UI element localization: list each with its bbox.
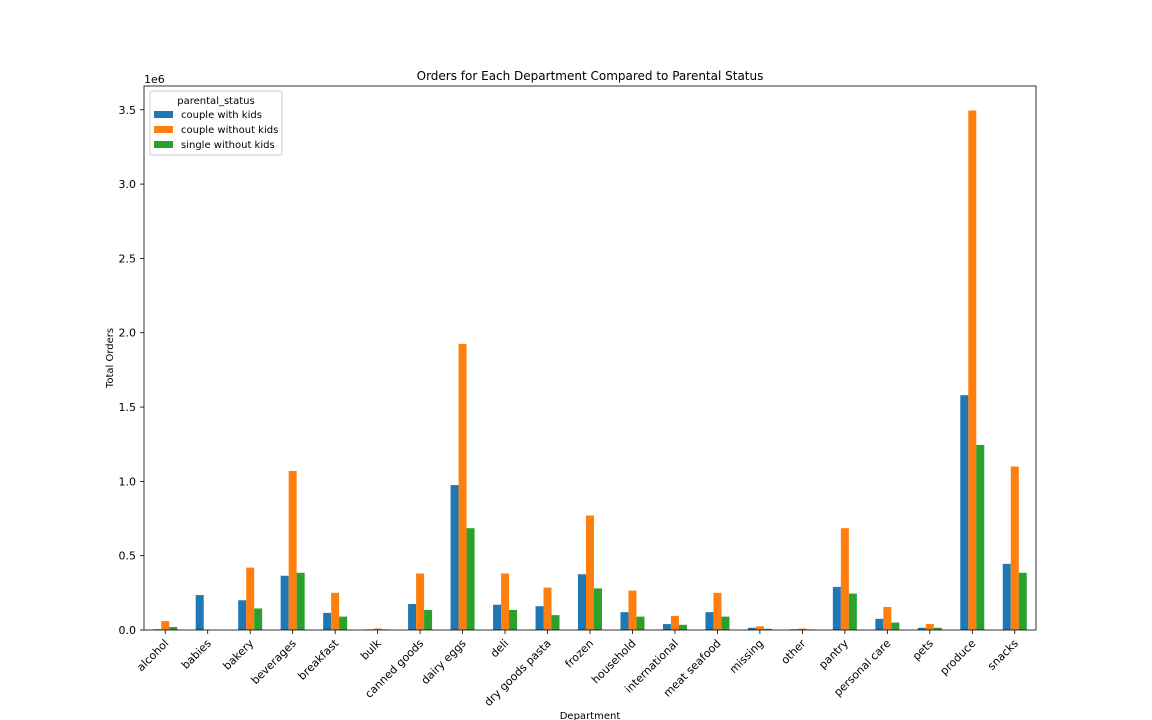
bar-household-couple-with-kids xyxy=(620,612,629,630)
legend-title: parental_status xyxy=(177,96,254,107)
bar-dairy-eggs-couple-with-kids xyxy=(450,485,459,630)
bars-group xyxy=(153,110,1027,630)
x-tick-label: bulk xyxy=(358,636,384,662)
bar-alcohol-single-without-kids xyxy=(169,627,178,630)
x-tick-label: snacks xyxy=(985,637,1021,673)
x-tick-label: dairy eggs xyxy=(419,637,469,687)
bar-pantry-single-without-kids xyxy=(848,593,857,630)
y-tick-label: 0.0 xyxy=(119,624,137,637)
x-tick-label: babies xyxy=(179,637,214,672)
bar-produce-single-without-kids xyxy=(976,444,985,630)
chart-title: Orders for Each Department Compared to P… xyxy=(417,69,764,83)
legend-entry-couple-with-kids: couple with kids xyxy=(181,110,262,121)
bar-deli-couple-without-kids xyxy=(501,573,510,630)
x-tick-label: deli xyxy=(488,637,511,660)
bar-frozen-couple-without-kids xyxy=(586,515,594,630)
bar-breakfast-couple-with-kids xyxy=(323,612,332,630)
legend-entry-single-without-kids: single without kids xyxy=(181,140,275,151)
bar-frozen-couple-with-kids xyxy=(578,574,586,630)
bar-pets-single-without-kids xyxy=(933,627,942,630)
bar-alcohol-couple-without-kids xyxy=(161,621,170,630)
x-tick-label: alcohol xyxy=(134,637,171,674)
bar-dry-goods-pasta-single-without-kids xyxy=(551,615,560,630)
bar-canned-goods-couple-without-kids xyxy=(416,573,425,630)
bar-snacks-single-without-kids xyxy=(1018,572,1027,630)
bar-missing-single-without-kids xyxy=(763,628,772,630)
bar-international-couple-without-kids xyxy=(670,615,679,630)
bar-bulk-couple-without-kids xyxy=(373,628,382,630)
bar-pets-couple-without-kids xyxy=(925,624,934,630)
bar-frozen-single-without-kids xyxy=(594,588,602,630)
bar-bakery-couple-without-kids xyxy=(246,567,255,630)
bar-meat-seafood-single-without-kids xyxy=(721,616,730,630)
legend-swatch-single-without-kids xyxy=(154,141,173,148)
legend-swatch-couple-without-kids xyxy=(154,126,173,133)
x-tick-label: bakery xyxy=(221,637,257,673)
bar-beverages-couple-with-kids xyxy=(280,575,289,630)
x-tick-label: missing xyxy=(727,637,766,676)
bar-other-couple-without-kids xyxy=(798,628,807,630)
bar-dairy-eggs-single-without-kids xyxy=(466,528,475,630)
bar-beverages-single-without-kids xyxy=(296,572,305,630)
bar-meat-seafood-couple-with-kids xyxy=(705,612,714,630)
bar-deli-couple-with-kids xyxy=(493,604,502,630)
bar-dairy-eggs-couple-without-kids xyxy=(458,343,467,630)
x-tick-label: frozen xyxy=(563,637,597,671)
bar-pets-couple-with-kids xyxy=(917,627,926,630)
bar-pantry-couple-with-kids xyxy=(832,586,841,630)
y-axis-label: Total Orders xyxy=(105,328,116,389)
y-tick-label: 1.0 xyxy=(119,475,137,488)
bar-produce-couple-with-kids xyxy=(960,395,969,630)
bar-deli-single-without-kids xyxy=(509,609,518,630)
bar-beverages-couple-without-kids xyxy=(288,470,297,630)
legend-box xyxy=(149,90,283,156)
bar-snacks-couple-with-kids xyxy=(1002,563,1011,630)
x-tick-label: pantry xyxy=(816,637,851,672)
y-scale-label: 1e6 xyxy=(144,73,165,86)
bar-missing-couple-without-kids xyxy=(755,626,764,630)
y-tick-label: 2.5 xyxy=(119,252,137,265)
bar-bakery-couple-with-kids xyxy=(238,600,247,630)
x-axis-label: Department xyxy=(560,711,621,720)
x-tick-label: beverages xyxy=(249,637,299,687)
bar-international-single-without-kids xyxy=(678,624,687,630)
x-tick-label: breakfast xyxy=(295,636,341,682)
bar-missing-couple-with-kids xyxy=(747,627,756,630)
bar-household-couple-without-kids xyxy=(628,590,637,630)
y-tick-label: 0.5 xyxy=(119,550,137,563)
legend-swatch-couple-with-kids xyxy=(154,111,173,118)
legend-entry-couple-without-kids: couple without kids xyxy=(181,125,278,136)
bar-personal-care-couple-without-kids xyxy=(883,606,892,630)
bar-breakfast-couple-without-kids xyxy=(331,592,340,630)
bar-personal-care-couple-with-kids xyxy=(875,618,884,630)
bar-produce-couple-without-kids xyxy=(968,110,977,630)
y-tick-label: 2.0 xyxy=(119,327,137,340)
bar-dry-goods-pasta-couple-without-kids xyxy=(543,587,552,630)
x-tick-label: pets xyxy=(910,637,936,663)
y-tick-label: 3.0 xyxy=(119,178,137,191)
bar-household-single-without-kids xyxy=(636,616,645,630)
x-tick-label: other xyxy=(779,637,809,667)
bar-pantry-couple-without-kids xyxy=(840,528,849,630)
x-tick-label: produce xyxy=(938,637,979,678)
bar-bakery-single-without-kids xyxy=(254,608,263,630)
bar-canned-goods-couple-with-kids xyxy=(408,603,417,630)
bar-personal-care-single-without-kids xyxy=(891,622,900,630)
y-tick-label: 1.5 xyxy=(119,401,137,414)
bar-babies-couple-with-kids xyxy=(195,595,204,630)
y-tick-label: 3.5 xyxy=(119,104,137,117)
bar-international-couple-with-kids xyxy=(662,624,671,630)
bar-breakfast-single-without-kids xyxy=(339,616,348,630)
bar-dry-goods-pasta-couple-with-kids xyxy=(535,606,544,630)
bar-snacks-couple-without-kids xyxy=(1010,466,1019,630)
bar-meat-seafood-couple-without-kids xyxy=(713,592,722,630)
bar-canned-goods-single-without-kids xyxy=(424,609,433,630)
